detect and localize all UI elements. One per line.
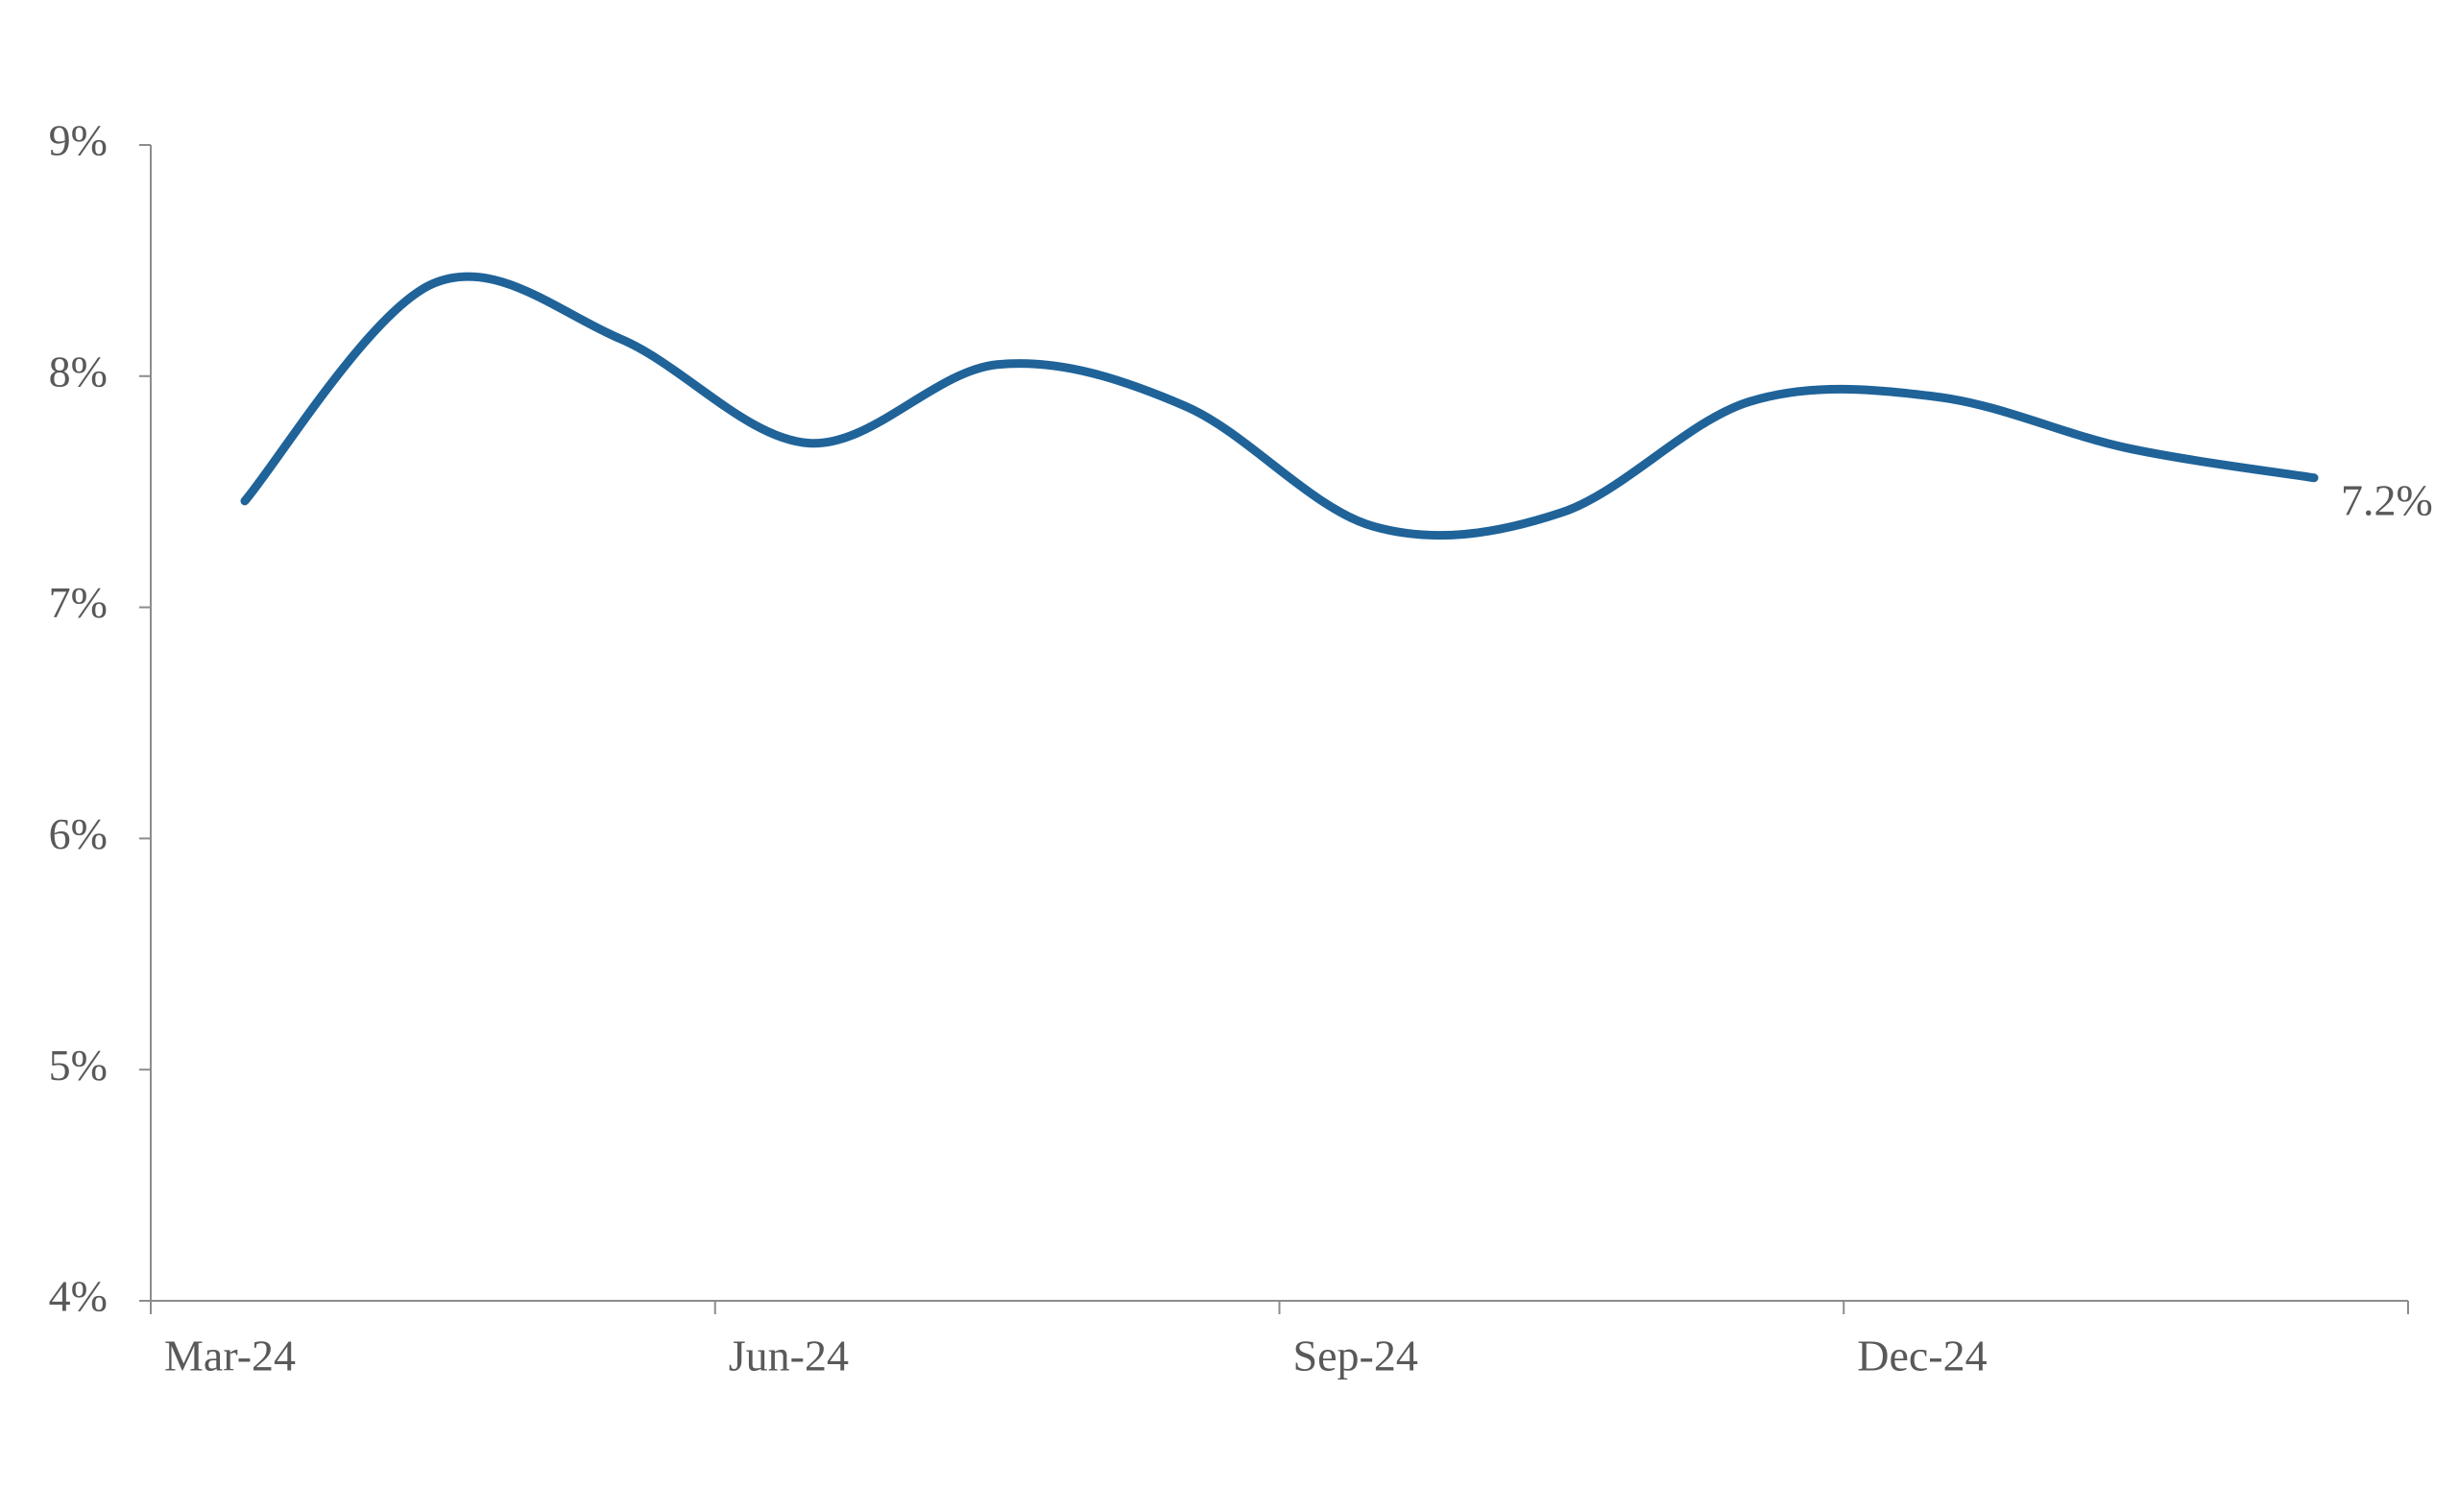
- y-tick-label: 7%: [49, 578, 108, 627]
- y-tick-label: 8%: [49, 347, 108, 396]
- end-annotation: 7.2%: [2341, 475, 2433, 524]
- y-tick-label: 6%: [49, 809, 108, 858]
- y-tick-label: 4%: [49, 1272, 108, 1321]
- x-tick-label: Sep-24: [1293, 1332, 1418, 1380]
- y-tick-label: 5%: [49, 1041, 108, 1090]
- x-tick-label: Mar-24: [164, 1332, 296, 1380]
- x-tick-label: Dec-24: [1857, 1332, 1987, 1380]
- y-tick-label: 9%: [49, 116, 108, 165]
- x-tick-label: Jun-24: [729, 1332, 849, 1380]
- line-series: [240, 272, 2319, 540]
